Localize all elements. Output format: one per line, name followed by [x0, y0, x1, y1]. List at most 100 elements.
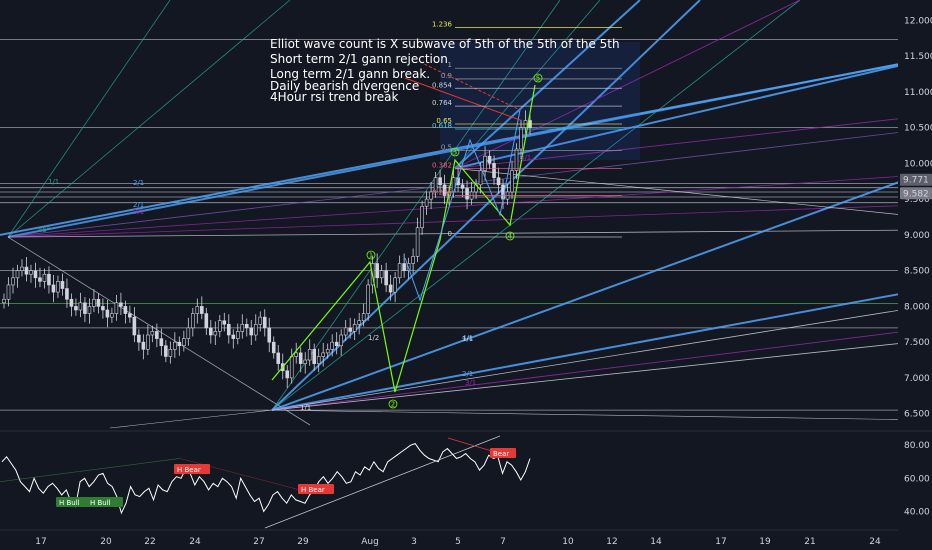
gann-fan-line [271, 287, 932, 412]
candle-body [334, 341, 339, 347]
price-axis-bg [898, 0, 932, 431]
price-axis[interactable]: 12.000 11.500 11.000 10.500 10.000 9.500 9.000… [898, 0, 932, 431]
divergence-badge-label: H Bull [59, 499, 80, 507]
gann-ratio-label: 2/1 [133, 201, 144, 209]
gann-fan-line [271, 304, 932, 411]
annotation-arrow [419, 61, 521, 111]
gann-ratio-label: 2/1 [133, 179, 144, 187]
candle-body [159, 338, 164, 347]
time-axis[interactable]: 17 20 22 24 27 29 Aug 3 5 7 10 12 14 17 19 21 24 [0, 529, 898, 547]
elliott-wave-marker [533, 73, 543, 83]
fib-level-label: 1 [448, 61, 452, 69]
gann-fan-line [271, 409, 932, 421]
candle-body [267, 327, 272, 343]
fib-level-label: 0.9 [441, 72, 452, 80]
candle-body [271, 341, 276, 354]
candle-body [137, 334, 141, 343]
fib-level-label: 0.618 [432, 122, 452, 130]
candle-body [60, 281, 65, 289]
candle-body [96, 298, 101, 307]
candle-body [146, 334, 150, 350]
annotation-block: Elliot wave count is X subwave of 5th of… [270, 37, 620, 104]
gann-fan-line [7, 0, 171, 238]
gann-ratio-label: 1/2 [368, 334, 379, 342]
price-tick-label: 11.000 [904, 88, 932, 98]
price-tick-label: 12.000 [904, 16, 932, 26]
price-tick-label: 10.500 [904, 124, 932, 134]
elliott-wave-label: 2 [391, 401, 395, 409]
candle-body [222, 320, 227, 325]
candle-body [424, 198, 429, 207]
time-tick-label: 22 [144, 537, 155, 547]
candle-body [213, 331, 218, 336]
candle-body [244, 323, 249, 329]
candle-body [519, 127, 523, 150]
candle-body [262, 316, 267, 329]
gann-fan-line [271, 339, 932, 411]
candle-body [114, 302, 119, 314]
candle-body [352, 323, 357, 332]
candle-body [24, 266, 29, 275]
gann-fan-line [271, 0, 701, 411]
gann-ratio-label: 2/1 [462, 370, 473, 378]
gann-ratio-label: 1/1 [48, 178, 59, 186]
candle-body [240, 323, 245, 332]
divergence-badge-label: Bear [493, 450, 509, 458]
price-tick-label: 7.500 [904, 338, 930, 348]
candle-body [101, 306, 105, 311]
elliott-wave-marker [505, 231, 515, 241]
candle-body [415, 227, 420, 257]
candle-body [78, 302, 83, 311]
candle-body [11, 277, 15, 286]
candle-body [150, 331, 155, 336]
candle-body [361, 313, 366, 322]
divergence-badge [298, 484, 334, 494]
price-tick-label: 7.000 [904, 374, 930, 384]
price-tick-label: 6.500 [904, 410, 930, 420]
candle-body [253, 323, 258, 336]
candle-body [65, 288, 69, 300]
rsi-divergence-line [179, 458, 301, 491]
price-tag [900, 173, 932, 186]
rsi-tick-label: 40.00 [904, 507, 930, 517]
rsi-line [1, 443, 531, 515]
candle-body [200, 306, 204, 314]
annotation-arrow [404, 77, 521, 121]
candle-body [366, 284, 370, 314]
time-tick-label: 17 [715, 537, 726, 547]
price-tag-label: 9.582 [903, 189, 929, 199]
gann-fan-line [109, 409, 273, 429]
candle-body [442, 184, 447, 196]
candle-body [388, 284, 393, 293]
highlight-box [440, 42, 640, 160]
divergence-badge [174, 464, 210, 474]
candle-body [164, 345, 168, 357]
fib-level-label: 0.5 [441, 143, 452, 151]
candle-body [321, 352, 325, 357]
candle-body [20, 266, 24, 271]
candle-body [285, 370, 290, 379]
gann-fan-line [7, 129, 921, 238]
candle-body [110, 313, 114, 318]
candle-body [438, 177, 442, 186]
rsi-axis[interactable]: 80.00 60.00 40.00 [904, 441, 930, 517]
candle-body [303, 359, 308, 364]
fib-level-label: 0.65 [436, 117, 452, 125]
gann-fan-line [7, 0, 291, 238]
candle-body [191, 313, 195, 329]
candle-body [155, 331, 159, 339]
candle-body [397, 263, 402, 279]
time-tick-label: 19 [759, 537, 771, 547]
gann-fan-line [7, 204, 921, 238]
candle-body [258, 316, 263, 325]
candle-body [478, 170, 483, 186]
candle-body [289, 356, 294, 379]
rsi-pane: H Bull H Bull H Bear H Bear Bear [0, 435, 531, 529]
gann-ratio-label: 45° [38, 226, 50, 234]
candle-body [209, 327, 213, 336]
price-tag-label: 9.771 [903, 176, 929, 186]
candle-body [235, 331, 240, 339]
